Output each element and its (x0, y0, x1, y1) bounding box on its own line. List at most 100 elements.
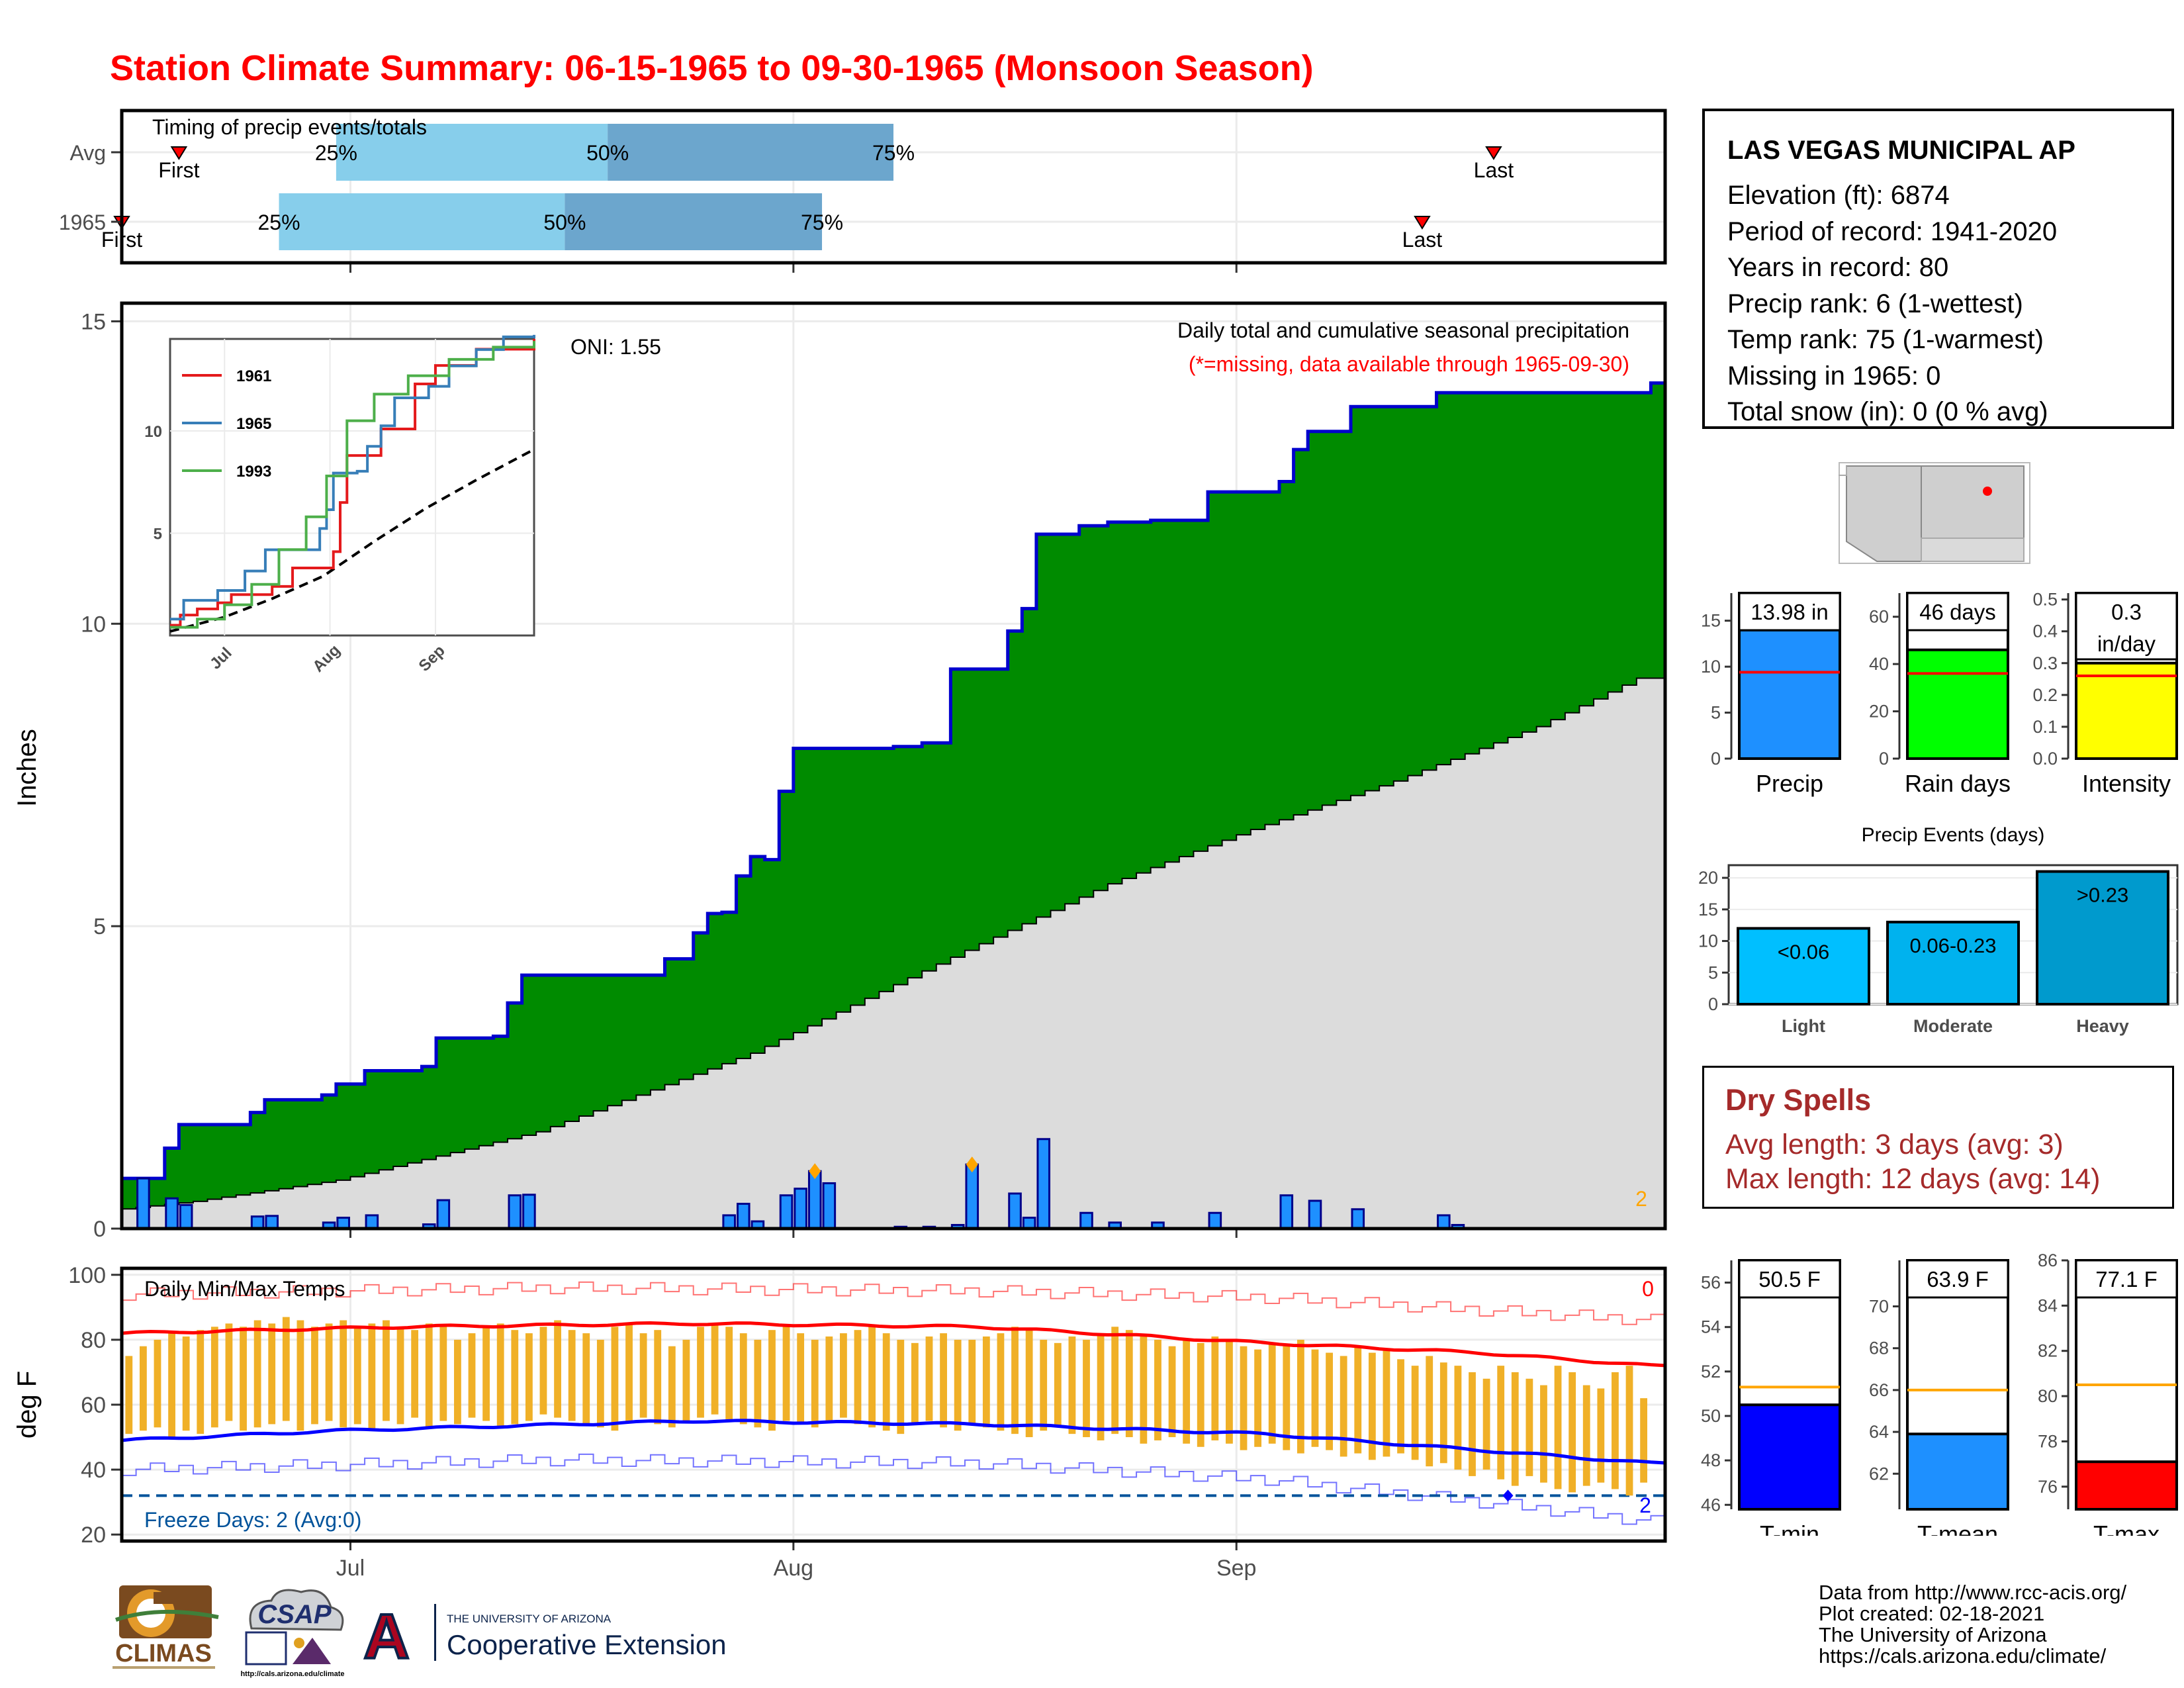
tmean-y-tick-label: 62 (1869, 1464, 1889, 1483)
intensity-value-text: 0.3 (2111, 600, 2142, 624)
daily-temp-bar (1368, 1352, 1376, 1460)
dry-spells-box: Dry Spells Avg length: 3 days (avg: 3) M… (1702, 1066, 2174, 1209)
daily-temp-bar (882, 1333, 890, 1431)
daily-temp-bar (340, 1320, 347, 1428)
precip-events-y-tick-label: 5 (1708, 962, 1718, 982)
daily-temp-bar (1469, 1372, 1476, 1476)
tmax-y-tick-label: 80 (2038, 1386, 2058, 1406)
daily-temp-bar (1211, 1336, 1219, 1440)
inset-plot-area (169, 338, 535, 637)
rain-days-value-bar (1906, 648, 2009, 761)
station-detail-line: Years in record: 80 (1727, 253, 1949, 282)
dry-spells-max: Max length: 12 days (avg: 14) (1725, 1163, 2101, 1195)
daily-temp-bar (411, 1330, 419, 1418)
temps-bottom-count: 2 (1639, 1493, 1651, 1517)
intensity-y-tick-label: 0.0 (2032, 749, 2058, 769)
daily-temp-bar (1540, 1385, 1547, 1483)
daily-temp-bar (1054, 1342, 1062, 1428)
daily-temp-bar (1597, 1388, 1605, 1483)
precip-y-tick-label: 0 (1711, 749, 1721, 769)
precip-y-tick-label: 5 (93, 914, 106, 939)
inset-series-line (170, 334, 535, 621)
timing-row-label: Avg (69, 141, 106, 165)
timing-first-label: First (158, 158, 199, 182)
tmin-y-tick-label: 50 (1701, 1406, 1721, 1426)
inset-series-line (170, 341, 535, 629)
timing-bar-q1 (279, 193, 565, 250)
tmin-y-tick-label: 54 (1701, 1317, 1721, 1337)
footer-line: Plot created: 02-18-2021 (1819, 1602, 2045, 1625)
footer-credits: Data from http://www.rcc-acis.org/Plot c… (1819, 1582, 2126, 1667)
summary-bars-panel: 0 5 10 15 13.98 in Precip 0 20 40 60 46 days Rain d… (1701, 590, 2178, 797)
tmax-y-tick-label: 76 (2038, 1477, 2058, 1497)
daily-temp-bar (639, 1333, 647, 1418)
intensity-value-bar (2075, 661, 2178, 760)
daily-temp-bar (240, 1327, 247, 1431)
precip-events-category-label: Moderate (1913, 1016, 1993, 1036)
daily-temp-bar (625, 1323, 633, 1421)
timing-percent-label: 25% (257, 211, 300, 234)
daily-temp-bar (725, 1327, 733, 1421)
daily-temp-bar (1083, 1339, 1090, 1438)
precip-events-bar-label: 0.06-0.23 (1910, 934, 1997, 957)
tmin-value-text: 50.5 F (1758, 1267, 1821, 1291)
precip-value-bar (1738, 628, 1841, 761)
rain-days-value-text: 46 days (1919, 600, 1996, 624)
rain-days-y-tick-label: 20 (1869, 702, 1889, 722)
station-detail-line: Total snow (in): 0 (0 % avg) (1727, 397, 2048, 426)
precip-events-y-tick-label: 0 (1708, 994, 1718, 1014)
average-cumulative-line (122, 677, 1665, 1210)
daily-temp-bar (1183, 1339, 1191, 1444)
tmax-y-tick-label: 84 (2038, 1295, 2058, 1315)
precip-events-bar (1737, 927, 1870, 1006)
daily-temp-bar (654, 1330, 662, 1425)
daily-temp-bar (1297, 1339, 1304, 1454)
inset-legend-label: 1961 (236, 367, 271, 385)
intensity-y-tick-label: 0.3 (2032, 653, 2058, 673)
timing-bar-q2 (608, 124, 893, 181)
rain-days-y-tick-label: 60 (1869, 607, 1889, 627)
daily-temp-bar (1254, 1349, 1262, 1447)
daily-temp-bar (253, 1320, 261, 1428)
tmean-y-tick-label: 68 (1869, 1338, 1889, 1358)
daily-temp-bar (697, 1327, 704, 1418)
precip-corner-count: 2 (1635, 1187, 1647, 1211)
daily-temp-bar (139, 1346, 147, 1431)
page-title: Station Climate Summary: 06-15-1965 to 0… (110, 48, 1314, 88)
daily-temp-bar (782, 1327, 790, 1421)
average-cumulative-area (122, 678, 1665, 1229)
tmin-y-tick-label: 48 (1701, 1450, 1721, 1470)
daily-temp-bar (668, 1346, 676, 1428)
daily-temp-bar (197, 1330, 205, 1434)
daily-temp-bar (1283, 1346, 1291, 1450)
ua-university-text: THE UNIVERSITY OF ARIZONA (447, 1613, 612, 1625)
intensity-y-tick-label: 0.5 (2032, 590, 2058, 610)
daily-temp-bar (911, 1342, 919, 1425)
daily-temp-bar (539, 1327, 547, 1415)
inset-legend-label: 1993 (236, 463, 271, 481)
timing-last-label: Last (1402, 228, 1443, 252)
intensity-y-tick-label: 0.1 (2032, 717, 2058, 737)
tmean-value-text: 63.9 F (1927, 1267, 1989, 1291)
ua-extension-text: Cooperative Extension (447, 1629, 727, 1660)
daily-temp-bar (353, 1327, 361, 1425)
daily-temp-bar (1311, 1349, 1319, 1447)
temps-frame (120, 1266, 1667, 1543)
timing-bar-q1 (336, 124, 608, 181)
daily-temp-bar (1140, 1336, 1148, 1444)
daily-temp-bar (954, 1339, 962, 1431)
daily-temp-bar (568, 1330, 576, 1421)
daily-temp-bar (1554, 1366, 1562, 1489)
tmean-y-tick-label: 66 (1869, 1380, 1889, 1400)
tmin-value-box (1738, 1259, 1841, 1299)
csap-url: http://cals.arizona.edu/climate (240, 1670, 344, 1678)
tmin-label: T-min (1760, 1521, 1819, 1536)
precip-y-tick-label: 15 (81, 309, 106, 334)
intensity-value-text: in/day (2097, 632, 2156, 656)
daily-temp-bar (1426, 1356, 1433, 1467)
tmax-label: T-max (2093, 1521, 2160, 1536)
daily-temp-bar (383, 1320, 390, 1421)
daily-temp-bar (1125, 1330, 1133, 1438)
